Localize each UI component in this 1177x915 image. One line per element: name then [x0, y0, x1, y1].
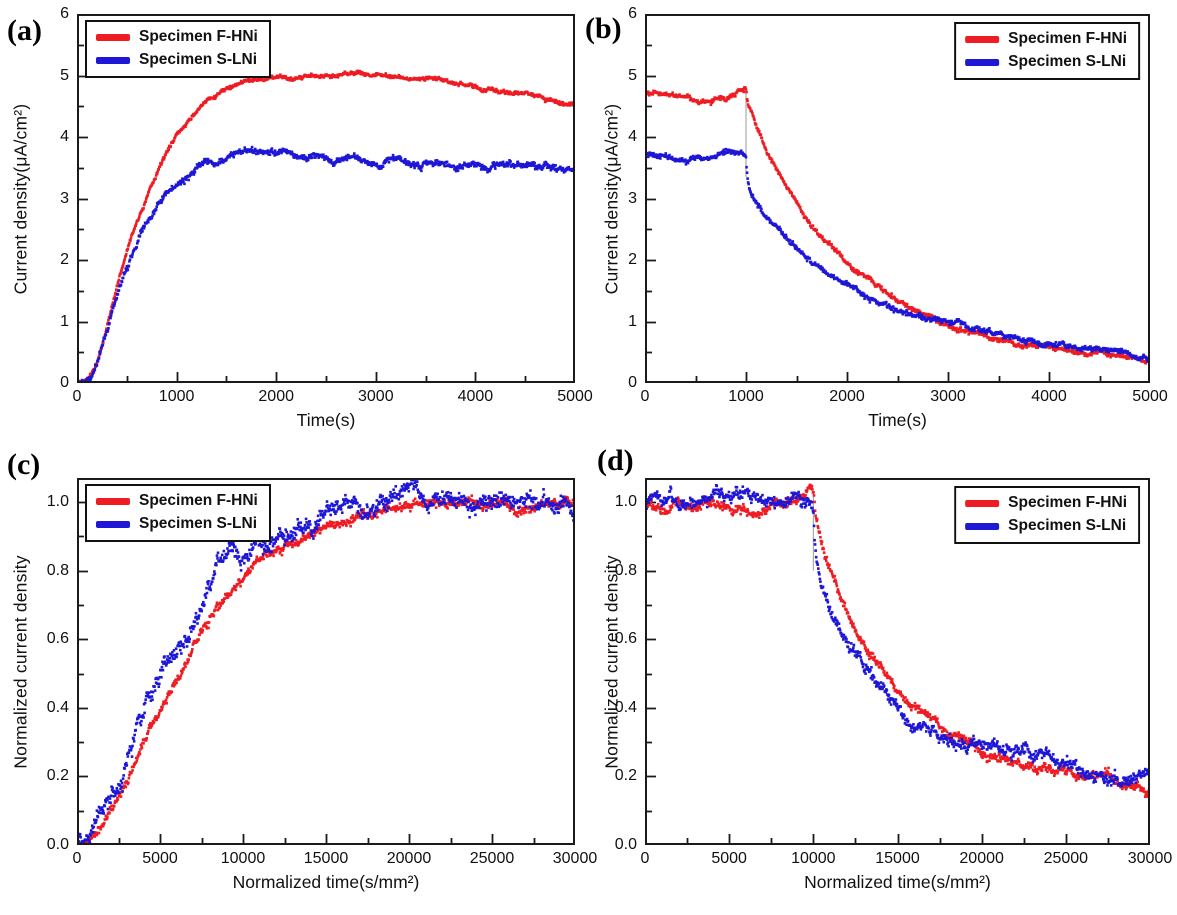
- legend-entry: Specimen S-LNi: [965, 516, 1127, 536]
- y-tick-label: 6: [628, 5, 637, 22]
- legend-label: Specimen S-LNi: [139, 51, 257, 68]
- legend-line-swatch: [96, 497, 130, 505]
- legend-entry: Specimen S-LNi: [96, 514, 258, 534]
- y-tick-label: 4: [628, 128, 637, 145]
- legend-entry: Specimen F-HNi: [96, 27, 258, 47]
- panel-d-x-axis-title: Normalized time(s/mm²): [804, 872, 991, 892]
- y-tick-label: 0: [60, 374, 69, 391]
- panel-a-label: (a): [7, 14, 42, 47]
- x-tick-label: 4000: [457, 388, 494, 405]
- legend-label: Specimen S-LNi: [139, 515, 257, 532]
- panel-d-y-axis-title: Normalized current density: [601, 554, 622, 769]
- x-tick-label: 15000: [303, 850, 349, 867]
- x-tick-label: 5000: [1132, 388, 1168, 405]
- x-tick-label: 30000: [552, 850, 598, 867]
- y-tick-label: 0: [628, 374, 637, 391]
- y-tick-label: 2: [628, 251, 637, 268]
- legend-line-swatch: [96, 520, 130, 528]
- x-tick-label: 2000: [258, 388, 294, 405]
- legend: Specimen F-HNi Specimen S-LNi: [85, 20, 271, 78]
- y-tick-label: 0.6: [614, 630, 637, 648]
- x-tick-label: 0: [72, 388, 82, 405]
- legend-label: Specimen F-HNi: [139, 492, 258, 509]
- y-tick-label: 5: [60, 66, 69, 84]
- x-tick-label: 4000: [1031, 388, 1067, 405]
- y-tick-label: 0.8: [46, 561, 69, 579]
- x-tick-label: 0: [640, 850, 650, 867]
- legend: Specimen F-HNi Specimen S-LNi: [954, 486, 1140, 544]
- y-tick-label: 0.2: [46, 767, 69, 785]
- legend-label: Specimen F-HNi: [1008, 30, 1127, 47]
- x-tick-label: 25000: [1043, 850, 1089, 867]
- panel-d-label: (d): [597, 444, 634, 477]
- y-tick-label: 4: [60, 128, 69, 145]
- x-tick-label: 25000: [469, 850, 515, 867]
- legend-entry: Specimen F-HNi: [965, 29, 1127, 49]
- y-tick-label: 0.2: [614, 767, 637, 785]
- x-tick-label: 0: [640, 388, 650, 405]
- x-tick-label: 3000: [358, 388, 394, 405]
- panel-b-x-axis-title: Time(s): [868, 410, 927, 430]
- panel-c-x-axis-title: Normalized time(s/mm²): [232, 872, 420, 892]
- y-tick-label: 6: [60, 5, 69, 22]
- x-tick-label: 0: [72, 850, 82, 867]
- legend-line-swatch: [96, 33, 130, 41]
- y-tick-label: 0.4: [46, 698, 69, 716]
- x-tick-label: 5000: [557, 388, 593, 405]
- y-tick-label: 1.0: [614, 493, 637, 510]
- x-tick-label: 10000: [791, 850, 836, 867]
- x-tick-label: 1000: [158, 388, 195, 405]
- x-tick-label: 20000: [959, 850, 1004, 867]
- legend-entry: Specimen F-HNi: [96, 491, 258, 511]
- x-tick-label: 15000: [875, 850, 920, 867]
- y-tick-label: 3: [628, 189, 637, 207]
- panel-a-x-axis-title: Time(s): [296, 410, 356, 430]
- x-tick-label: 5000: [142, 850, 178, 867]
- x-tick-label: 3000: [930, 388, 966, 405]
- legend-line-swatch: [96, 56, 130, 64]
- legend-label: Specimen S-LNi: [1008, 53, 1127, 70]
- y-tick-label: 0.6: [46, 630, 69, 648]
- legend: Specimen F-HNi Specimen S-LNi: [954, 22, 1140, 80]
- legend-entry: Specimen S-LNi: [965, 52, 1127, 72]
- legend-line-swatch: [965, 35, 1000, 43]
- y-tick-label: 5: [628, 66, 637, 84]
- y-tick-label: 0.0: [46, 836, 69, 853]
- x-tick-label: 20000: [386, 850, 432, 867]
- panel-b-label: (b): [585, 12, 622, 45]
- y-tick-label: 0.8: [614, 561, 637, 579]
- y-tick-label: 1: [60, 312, 69, 330]
- legend-line-swatch: [965, 499, 1000, 507]
- y-tick-label: 1.0: [46, 493, 69, 510]
- legend-entry: Specimen S-LNi: [96, 50, 258, 70]
- y-tick-label: 0.0: [614, 836, 637, 853]
- x-tick-label: 30000: [1127, 850, 1173, 867]
- legend-label: Specimen F-HNi: [139, 28, 258, 45]
- legend-entry: Specimen F-HNi: [965, 493, 1127, 513]
- x-tick-label: 5000: [711, 850, 747, 867]
- legend: Specimen F-HNi Specimen S-LNi: [85, 484, 271, 542]
- x-tick-label: 2000: [829, 388, 865, 405]
- y-tick-label: 3: [60, 189, 69, 207]
- y-tick-label: 1: [628, 312, 637, 330]
- legend-line-swatch: [965, 522, 1000, 530]
- y-tick-label: 2: [60, 251, 69, 268]
- legend-label: Specimen F-HNi: [1008, 494, 1127, 511]
- panel-c-label: (c): [7, 448, 41, 481]
- legend-label: Specimen S-LNi: [1008, 517, 1127, 534]
- x-tick-label: 1000: [728, 388, 764, 405]
- y-tick-label: 0.4: [614, 698, 637, 716]
- legend-line-swatch: [965, 58, 1000, 66]
- x-tick-label: 10000: [220, 850, 266, 867]
